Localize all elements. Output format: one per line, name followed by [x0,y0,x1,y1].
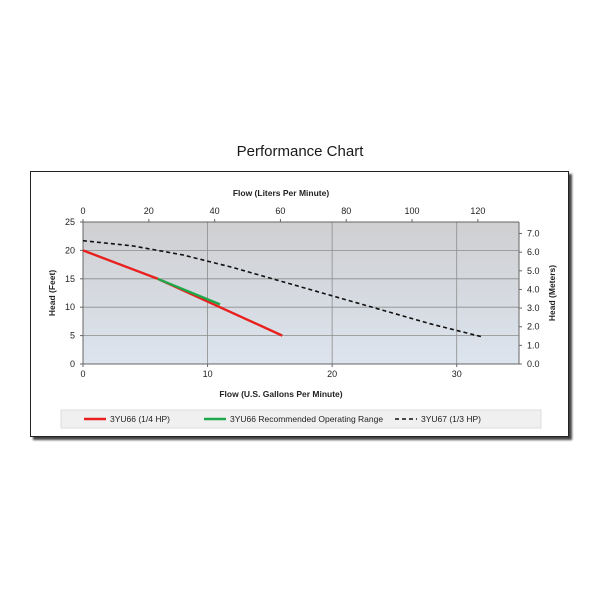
legend-label-0: 3YU66 (1/4 HP) [110,414,170,424]
x-tick-label: 30 [452,369,462,379]
performance-chart: 0 5 10 15 20 25 0.0 1.0 2.0 3.0 4.0 5.0 6.0 7.0 0 10 20 3… [47,188,557,429]
y2-tick-label: 7.0 [527,229,540,239]
y2-tick-label: 3.0 [527,303,540,313]
page-title: Performance Chart [236,143,364,160]
y2-tick-label: 2.0 [527,322,540,332]
y2-axis-title: Head (Meters) [547,265,557,321]
y2-tick-label: 6.0 [527,247,540,257]
x2-tick-label: 120 [470,206,485,216]
chart-frame: 0 5 10 15 20 25 0.0 1.0 2.0 3.0 4.0 5.0 6.0 7.0 0 10 20 3… [30,171,569,437]
series-line-1 [157,277,221,306]
legend-label-1: 3YU66 Recommended Operating Range [230,414,383,424]
plot-area [83,222,519,364]
x2-tick-label: 40 [210,206,220,216]
series-line-0 [82,249,283,337]
legend-label-2: 3YU67 (1/3 HP) [421,414,481,424]
y2-tick-label: 1.0 [527,340,540,350]
x-tick-label: 0 [80,369,85,379]
y-tick-label: 25 [65,217,75,227]
y-tick-label: 5 [70,331,75,341]
y2-tick-label: 0.0 [527,359,540,369]
x-tick-label: 10 [203,369,213,379]
x2-tick-label: 80 [341,206,351,216]
y-axis-title: Head (Feet) [47,270,57,316]
legend-box [60,409,542,429]
y2-tick-label: 4.0 [527,284,540,294]
x2-tick-label: 0 [80,206,85,216]
y-tick-label: 0 [70,359,75,369]
x2-tick-label: 60 [275,206,285,216]
y-tick-label: 10 [65,302,75,312]
x-tick-label: 20 [327,369,337,379]
series-line-2 [82,239,482,338]
x2-tick-label: 20 [144,206,154,216]
x-axis-title: Flow (U.S. Gallons Per Minute) [219,389,342,399]
y-tick-label: 15 [65,274,75,284]
x2-tick-label: 100 [405,206,420,216]
y2-tick-label: 5.0 [527,266,540,276]
x2-axis-title: Flow (Liters Per Minute) [233,188,330,198]
y-tick-label: 20 [65,245,75,255]
